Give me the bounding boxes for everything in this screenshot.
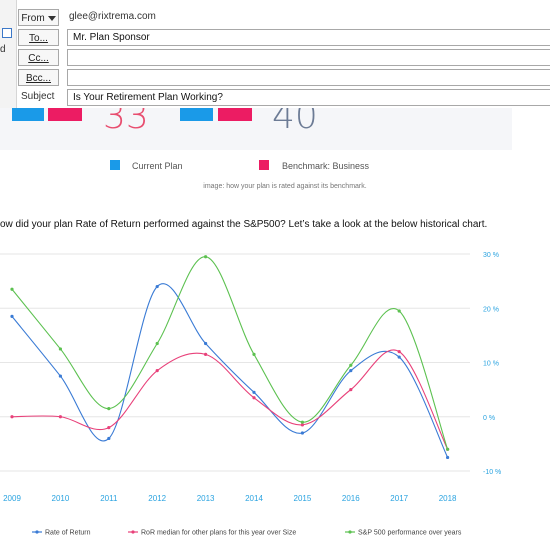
subject-field[interactable]: Is Your Retirement Plan Working? <box>67 89 550 106</box>
x-tick-label: 2017 <box>390 494 408 503</box>
x-tick-label: 2011 <box>100 494 118 503</box>
benchmark-legend-swatch <box>259 160 269 170</box>
from-value: glee@rixtrema.com <box>69 11 156 22</box>
data-point[interactable] <box>446 447 450 451</box>
data-point[interactable] <box>397 350 401 354</box>
data-point[interactable] <box>252 352 256 356</box>
x-tick-label: 2009 <box>3 494 21 503</box>
bcc-field[interactable] <box>67 69 550 86</box>
current-plan-legend-label: Current Plan <box>132 161 183 171</box>
data-point[interactable] <box>349 363 353 367</box>
data-point[interactable] <box>397 309 401 313</box>
to-button[interactable]: To... <box>18 29 59 46</box>
series-line-2 <box>11 256 449 450</box>
data-point[interactable] <box>204 352 208 356</box>
cc-button[interactable]: Cc... <box>18 49 59 66</box>
x-tick-label: 2010 <box>52 494 70 503</box>
data-point[interactable] <box>204 255 208 259</box>
send-icon[interactable] <box>2 28 12 38</box>
benchmark-score: 40 <box>272 108 318 137</box>
data-point[interactable] <box>252 390 256 394</box>
legend-marker <box>35 530 39 534</box>
series-line-1 <box>11 349 449 450</box>
data-point[interactable] <box>446 455 450 460</box>
data-point[interactable] <box>155 284 159 289</box>
benchmark-bar-2 <box>218 108 252 121</box>
y-tick-label: -10 % <box>483 469 501 476</box>
data-point[interactable] <box>300 431 304 435</box>
legend-label: S&P 500 performance over years <box>358 530 462 537</box>
benchmark-legend-label: Benchmark: Business <box>282 161 370 171</box>
series-line-0 <box>11 283 449 458</box>
to-field[interactable]: Mr. Plan Sponsor <box>67 29 550 46</box>
bcc-label: Bcc... <box>25 73 51 84</box>
send-label[interactable]: d <box>0 44 6 55</box>
y-tick-label: 0 % <box>483 415 495 422</box>
data-point[interactable] <box>10 314 14 318</box>
data-point[interactable] <box>107 436 111 441</box>
data-point[interactable] <box>397 355 401 359</box>
body-text: ow did your plan Rate of Return performe… <box>0 219 488 230</box>
legend-marker <box>348 530 352 534</box>
subject-label: Subject <box>21 91 55 102</box>
x-tick-label: 2012 <box>148 494 166 503</box>
data-point[interactable] <box>300 420 304 424</box>
from-button[interactable]: From <box>18 9 59 26</box>
data-point[interactable] <box>204 341 208 346</box>
legend-label: RoR median for other plans for this year… <box>141 530 296 537</box>
x-tick-label: 2014 <box>245 494 263 503</box>
historical-performance-chart: 30 % 20 % 10 % 0 % -10 % 2009 2010 2011 2012 201… <box>0 252 501 537</box>
data-point[interactable] <box>10 287 14 291</box>
score-panel: 33 40 <box>0 108 512 150</box>
to-label: To... <box>29 33 48 44</box>
legend-marker <box>131 530 135 534</box>
y-tick-label: 10 % <box>483 361 499 368</box>
x-tick-label: 2018 <box>439 494 457 503</box>
data-point[interactable] <box>10 415 14 419</box>
current-plan-score: 33 <box>103 108 149 137</box>
bcc-button[interactable]: Bcc... <box>18 69 59 86</box>
data-point[interactable] <box>155 369 159 373</box>
legend-label: Rate of Return <box>45 530 91 537</box>
data-point[interactable] <box>58 415 63 419</box>
data-point[interactable] <box>349 388 353 392</box>
data-point[interactable] <box>252 396 256 400</box>
x-tick-label: 2015 <box>294 494 312 503</box>
cc-label: Cc... <box>28 53 49 64</box>
x-tick-label: 2013 <box>197 494 215 503</box>
data-point[interactable] <box>107 407 111 411</box>
y-tick-label: 30 % <box>483 252 499 259</box>
y-tick-label: 20 % <box>483 306 499 313</box>
data-point[interactable] <box>155 341 159 346</box>
cc-field[interactable] <box>67 49 550 66</box>
data-point[interactable] <box>58 347 63 351</box>
data-point[interactable] <box>300 423 304 427</box>
data-point[interactable] <box>58 374 63 378</box>
current-plan-bar <box>12 108 44 121</box>
current-plan-bar-2 <box>180 108 213 121</box>
data-point[interactable] <box>107 426 111 430</box>
email-compose-header: d From glee@rixtrema.com To... Mr. Plan … <box>0 0 550 108</box>
current-plan-legend-swatch <box>110 160 120 170</box>
chevron-down-icon <box>47 15 56 21</box>
from-label: From <box>21 13 45 24</box>
benchmark-bar <box>48 108 82 121</box>
x-tick-label: 2016 <box>342 494 360 503</box>
image-caption: image: how your plan is rated against it… <box>203 183 367 190</box>
left-panel: d <box>0 0 17 108</box>
data-point[interactable] <box>349 369 353 373</box>
